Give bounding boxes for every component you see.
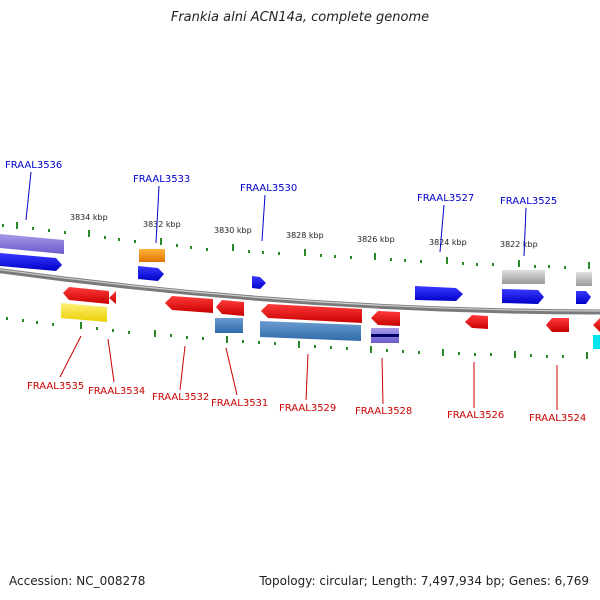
accession-text: Accession: NC_008278 xyxy=(9,574,146,588)
gene-label[interactable]: FRAAL3531 xyxy=(211,398,268,409)
gene-label[interactable]: FRAAL3529 xyxy=(279,403,336,414)
map-title: Frankia alni ACN14a, complete genome xyxy=(170,10,430,25)
scale-label: 3822 kbp xyxy=(500,240,538,249)
gene-arrow[interactable] xyxy=(465,315,488,329)
genome-stats-text: Topology: circular; Length: 7,497,934 bp… xyxy=(259,574,589,588)
gene-feature[interactable] xyxy=(593,335,600,349)
outer-forward-features xyxy=(0,234,592,286)
scale-labels: 3834 kbp 3832 kbp 3830 kbp 3828 kbp 3826… xyxy=(70,213,538,249)
gene-feature[interactable] xyxy=(61,303,107,322)
gene-arrow[interactable] xyxy=(415,286,463,301)
gene-arrow[interactable] xyxy=(63,287,109,304)
gene-label[interactable]: FRAAL3532 xyxy=(152,392,209,403)
gene-label[interactable]: FRAAL3528 xyxy=(355,406,412,417)
gene-feature[interactable] xyxy=(576,272,592,286)
gene-arrow[interactable] xyxy=(576,291,591,304)
gene-arrow[interactable] xyxy=(0,253,62,271)
scale-label: 3830 kbp xyxy=(214,226,252,235)
gene-feature[interactable] xyxy=(139,249,165,262)
gene-label[interactable]: FRAAL3525 xyxy=(500,196,557,207)
gene-arrow[interactable] xyxy=(261,304,362,323)
genome-backbone-highlight xyxy=(0,269,600,312)
reverse-genes xyxy=(63,287,600,332)
gene-feature[interactable] xyxy=(215,318,243,333)
outer-reverse-features xyxy=(61,303,600,349)
reverse-gene-labels: FRAAL3535 FRAAL3534 FRAAL3532 FRAAL3531 … xyxy=(27,381,586,424)
gene-feature[interactable] xyxy=(260,321,361,341)
gene-label[interactable]: FRAAL3536 xyxy=(5,160,62,171)
genome-backbone xyxy=(0,268,600,315)
gene-arrow[interactable] xyxy=(165,296,213,313)
gene-arrow[interactable] xyxy=(546,318,569,332)
gene-label[interactable]: FRAAL3534 xyxy=(88,386,145,397)
lower-scale-ticks xyxy=(6,317,588,359)
gene-label[interactable]: FRAAL3524 xyxy=(529,413,586,424)
scale-label: 3824 kbp xyxy=(429,238,467,247)
gene-arrow[interactable] xyxy=(216,300,244,316)
gene-arrow[interactable] xyxy=(252,276,266,289)
gene-label[interactable]: FRAAL3526 xyxy=(447,410,504,421)
gene-label[interactable]: FRAAL3533 xyxy=(133,174,190,185)
gene-arrow[interactable] xyxy=(502,289,544,304)
forward-genes xyxy=(0,253,591,304)
gene-arrow[interactable] xyxy=(371,311,400,326)
gene-label[interactable]: FRAAL3535 xyxy=(27,381,84,392)
scale-label: 3834 kbp xyxy=(70,213,108,222)
scale-label: 3828 kbp xyxy=(286,231,324,240)
gene-feature-band xyxy=(371,334,399,337)
label-leader-lines xyxy=(25,171,558,410)
scale-label: 3832 kbp xyxy=(143,220,181,229)
gene-label[interactable]: FRAAL3530 xyxy=(240,183,297,194)
gene-arrow[interactable] xyxy=(109,291,116,304)
forward-gene-labels: FRAAL3536 FRAAL3533 FRAAL3530 FRAAL3527 … xyxy=(5,160,557,207)
gene-arrow[interactable] xyxy=(593,318,600,332)
gene-feature[interactable] xyxy=(0,234,64,254)
upper-scale-ticks xyxy=(2,222,590,269)
gene-label[interactable]: FRAAL3527 xyxy=(417,193,474,204)
gene-feature[interactable] xyxy=(502,270,545,284)
gene-arrow[interactable] xyxy=(138,266,164,281)
scale-label: 3826 kbp xyxy=(357,235,395,244)
